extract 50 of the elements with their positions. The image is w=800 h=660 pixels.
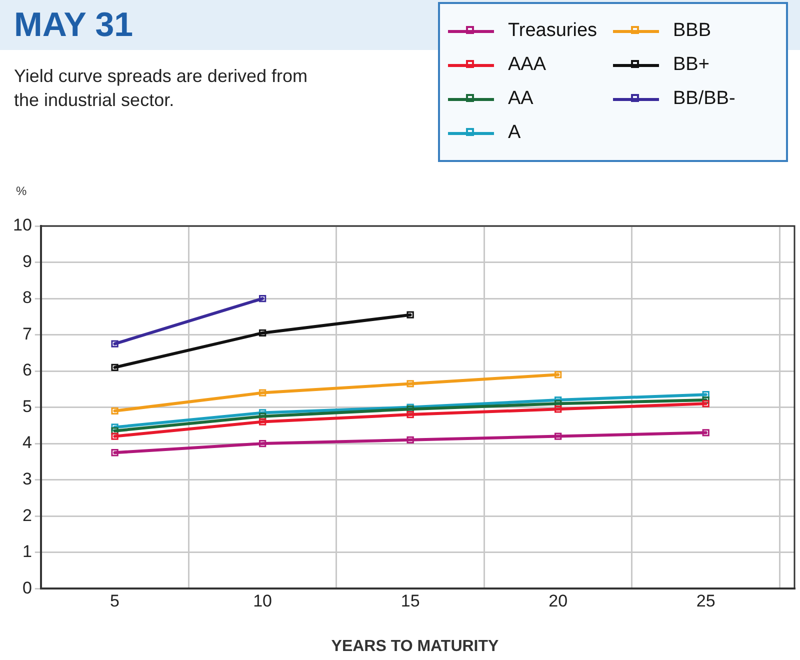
point [406, 410, 414, 418]
y-tick-label: 10 [12, 216, 32, 235]
y-tick-label: 6 [22, 360, 32, 380]
x-tick-label: 10 [253, 591, 272, 610]
point [111, 340, 118, 348]
point [406, 380, 414, 388]
point [111, 427, 118, 434]
legend-label: AAA [508, 54, 546, 76]
point [554, 406, 562, 413]
x-tick-label: 20 [548, 591, 568, 610]
point [702, 391, 710, 398]
legend-label: BB+ [673, 54, 710, 76]
chart-subtitle: Yield curve spreads are derived from the industrial sector. [14, 65, 308, 112]
point [258, 440, 266, 448]
chart-title: MAY 31 [14, 6, 134, 45]
y-tick-label: 4 [22, 433, 32, 452]
point [111, 407, 118, 415]
y-tick-label: 2 [22, 506, 32, 525]
legend-label: AA [508, 88, 534, 110]
point [258, 389, 266, 396]
point [111, 432, 118, 440]
point [554, 400, 562, 408]
y-axis-title: % [16, 184, 27, 198]
y-tick-label: 8 [22, 288, 32, 308]
y-tick-label: 9 [22, 252, 32, 271]
y-tick-label: 3 [22, 470, 32, 489]
legend-label: A [508, 122, 521, 144]
y-tick-label: 5 [22, 396, 32, 416]
point [258, 412, 266, 420]
point [702, 429, 710, 436]
x-tick-label: 15 [400, 591, 420, 610]
point [406, 311, 414, 318]
y-tick-label: 0 [22, 578, 32, 598]
point [554, 371, 562, 378]
point [258, 418, 266, 426]
point [258, 329, 266, 337]
y-tick-label: 1 [22, 542, 32, 562]
y-tick-label: 7 [22, 324, 32, 344]
point [702, 400, 710, 408]
point [554, 432, 562, 440]
point [111, 364, 118, 371]
legend-label: BBB [673, 20, 712, 42]
point [406, 436, 414, 444]
point [258, 294, 266, 302]
x-axis-title: YEARS TO MATURITY [330, 638, 500, 656]
x-tick-label: 5 [110, 591, 120, 610]
legend-label: BB/BB- [673, 88, 736, 110]
legend-label: Treasuries [508, 20, 598, 42]
point [111, 449, 118, 456]
x-tick-label: 25 [696, 591, 716, 610]
